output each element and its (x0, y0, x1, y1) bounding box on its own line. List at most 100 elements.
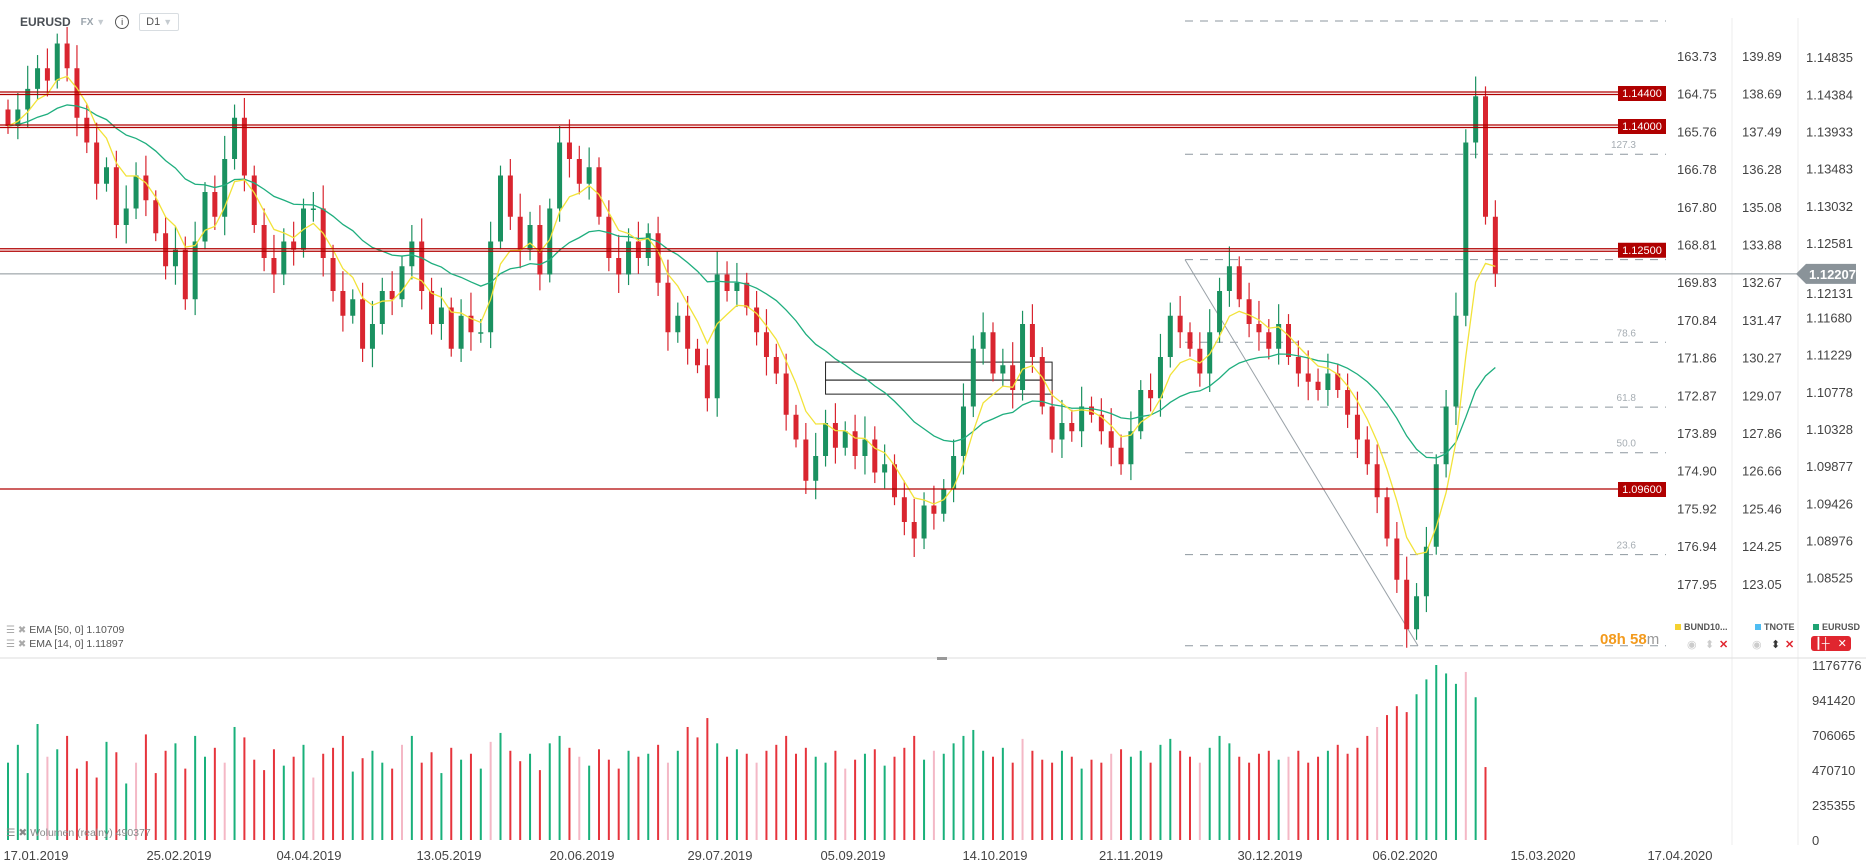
candle[interactable] (645, 223, 651, 266)
candle[interactable] (94, 122, 100, 200)
candle[interactable] (1414, 583, 1420, 640)
candle[interactable] (1492, 200, 1498, 287)
candle[interactable] (310, 192, 316, 222)
close-icon[interactable]: ✖ (17, 625, 27, 636)
reorder-icon[interactable]: ⬍ (1705, 639, 1715, 651)
market-selector[interactable]: FX ▼ (81, 17, 105, 28)
candle[interactable] (576, 145, 582, 195)
candle[interactable] (507, 159, 513, 230)
candle[interactable] (1049, 390, 1055, 453)
candle[interactable] (842, 421, 848, 456)
eye-icon[interactable]: ◉ (1687, 639, 1697, 651)
candle[interactable] (1394, 522, 1400, 593)
candle[interactable] (616, 234, 622, 293)
candle[interactable] (823, 409, 829, 467)
candle[interactable] (1443, 390, 1449, 478)
candle[interactable] (783, 353, 789, 431)
candle[interactable] (901, 480, 907, 536)
candle[interactable] (626, 228, 632, 286)
legend-bund[interactable]: BUND10... (1675, 622, 1728, 632)
candle[interactable] (960, 383, 966, 475)
volume-legend[interactable]: ☰ ✖ Wolumen (realny) 490377 (6, 827, 151, 839)
timeframe-select[interactable]: D1 ▼ (139, 13, 180, 31)
candle[interactable] (1059, 399, 1065, 458)
candle[interactable] (1473, 76, 1479, 159)
candle[interactable] (488, 221, 494, 349)
candle[interactable] (1335, 363, 1341, 398)
candle[interactable] (852, 414, 858, 470)
candle[interactable] (1354, 391, 1360, 458)
close-icon[interactable]: ✖ (17, 639, 27, 650)
legend-tnote[interactable]: TNOTE (1755, 622, 1795, 632)
candle[interactable] (1157, 333, 1163, 417)
candle[interactable] (1364, 426, 1370, 475)
candle[interactable] (1020, 310, 1026, 401)
ema-50-legend[interactable]: ☰ ✖ EMA [50, 0] 1.10709 (6, 624, 124, 636)
candle[interactable] (350, 289, 356, 324)
candle[interactable] (419, 218, 425, 310)
candle[interactable] (655, 216, 661, 296)
candle[interactable] (862, 416, 868, 475)
candle[interactable] (685, 295, 691, 365)
candle[interactable] (84, 104, 90, 154)
candle[interactable] (892, 454, 897, 506)
candle[interactable] (5, 99, 11, 134)
candle[interactable] (25, 65, 31, 128)
candle[interactable] (1345, 373, 1351, 428)
candle[interactable] (74, 45, 80, 137)
candle[interactable] (291, 221, 297, 266)
candle[interactable] (695, 338, 700, 374)
candle[interactable] (281, 228, 287, 286)
candle[interactable] (1000, 348, 1006, 387)
candle[interactable] (1029, 304, 1035, 373)
candle[interactable] (44, 48, 50, 97)
candle[interactable] (773, 343, 779, 385)
ema-14-legend[interactable]: ☰ ✖ EMA [14, 0] 1.11897 (6, 638, 124, 650)
candle[interactable] (596, 157, 602, 225)
candle[interactable] (1010, 342, 1016, 409)
candle[interactable] (763, 309, 769, 376)
candle[interactable] (133, 162, 139, 220)
candle[interactable] (832, 403, 838, 464)
candle[interactable] (606, 200, 612, 272)
candle[interactable] (566, 119, 572, 178)
candle[interactable] (369, 300, 375, 368)
candle[interactable] (911, 498, 917, 557)
candle[interactable] (104, 157, 109, 192)
candle[interactable] (734, 262, 740, 307)
candle[interactable] (1079, 386, 1085, 448)
legend-eurusd[interactable]: EURUSD (1813, 622, 1860, 632)
candle[interactable] (1384, 487, 1390, 547)
candle[interactable] (360, 282, 366, 362)
candle[interactable] (498, 165, 503, 250)
close-icon[interactable]: ✕ (1837, 638, 1847, 650)
candle[interactable] (931, 485, 937, 530)
candle[interactable] (1246, 282, 1252, 338)
candle[interactable] (970, 335, 976, 418)
candle[interactable] (517, 193, 523, 269)
candle[interactable] (438, 287, 444, 340)
candle[interactable] (123, 185, 129, 244)
candle[interactable] (113, 150, 119, 239)
candle[interactable] (803, 423, 809, 494)
candle[interactable] (64, 27, 70, 82)
candle[interactable] (468, 292, 474, 351)
reorder-icon[interactable]: ⬍ (1771, 639, 1781, 651)
candle[interactable] (202, 182, 208, 250)
candle[interactable] (241, 97, 247, 192)
settings-icon[interactable]: ☰ (6, 625, 15, 636)
candle[interactable] (448, 297, 454, 357)
candle[interactable] (951, 439, 957, 503)
symbol-label[interactable]: EURUSD (20, 15, 71, 29)
candle[interactable] (980, 312, 986, 365)
candle[interactable] (1148, 373, 1154, 412)
candle[interactable] (458, 299, 464, 362)
candle[interactable] (1374, 444, 1380, 514)
candle[interactable] (1463, 129, 1469, 327)
candle[interactable] (271, 234, 277, 293)
close-icon[interactable]: ✕ (1785, 639, 1795, 651)
settings-icon[interactable]: ☰ (6, 639, 15, 650)
candle[interactable] (1286, 314, 1291, 365)
candle[interactable] (379, 277, 385, 335)
